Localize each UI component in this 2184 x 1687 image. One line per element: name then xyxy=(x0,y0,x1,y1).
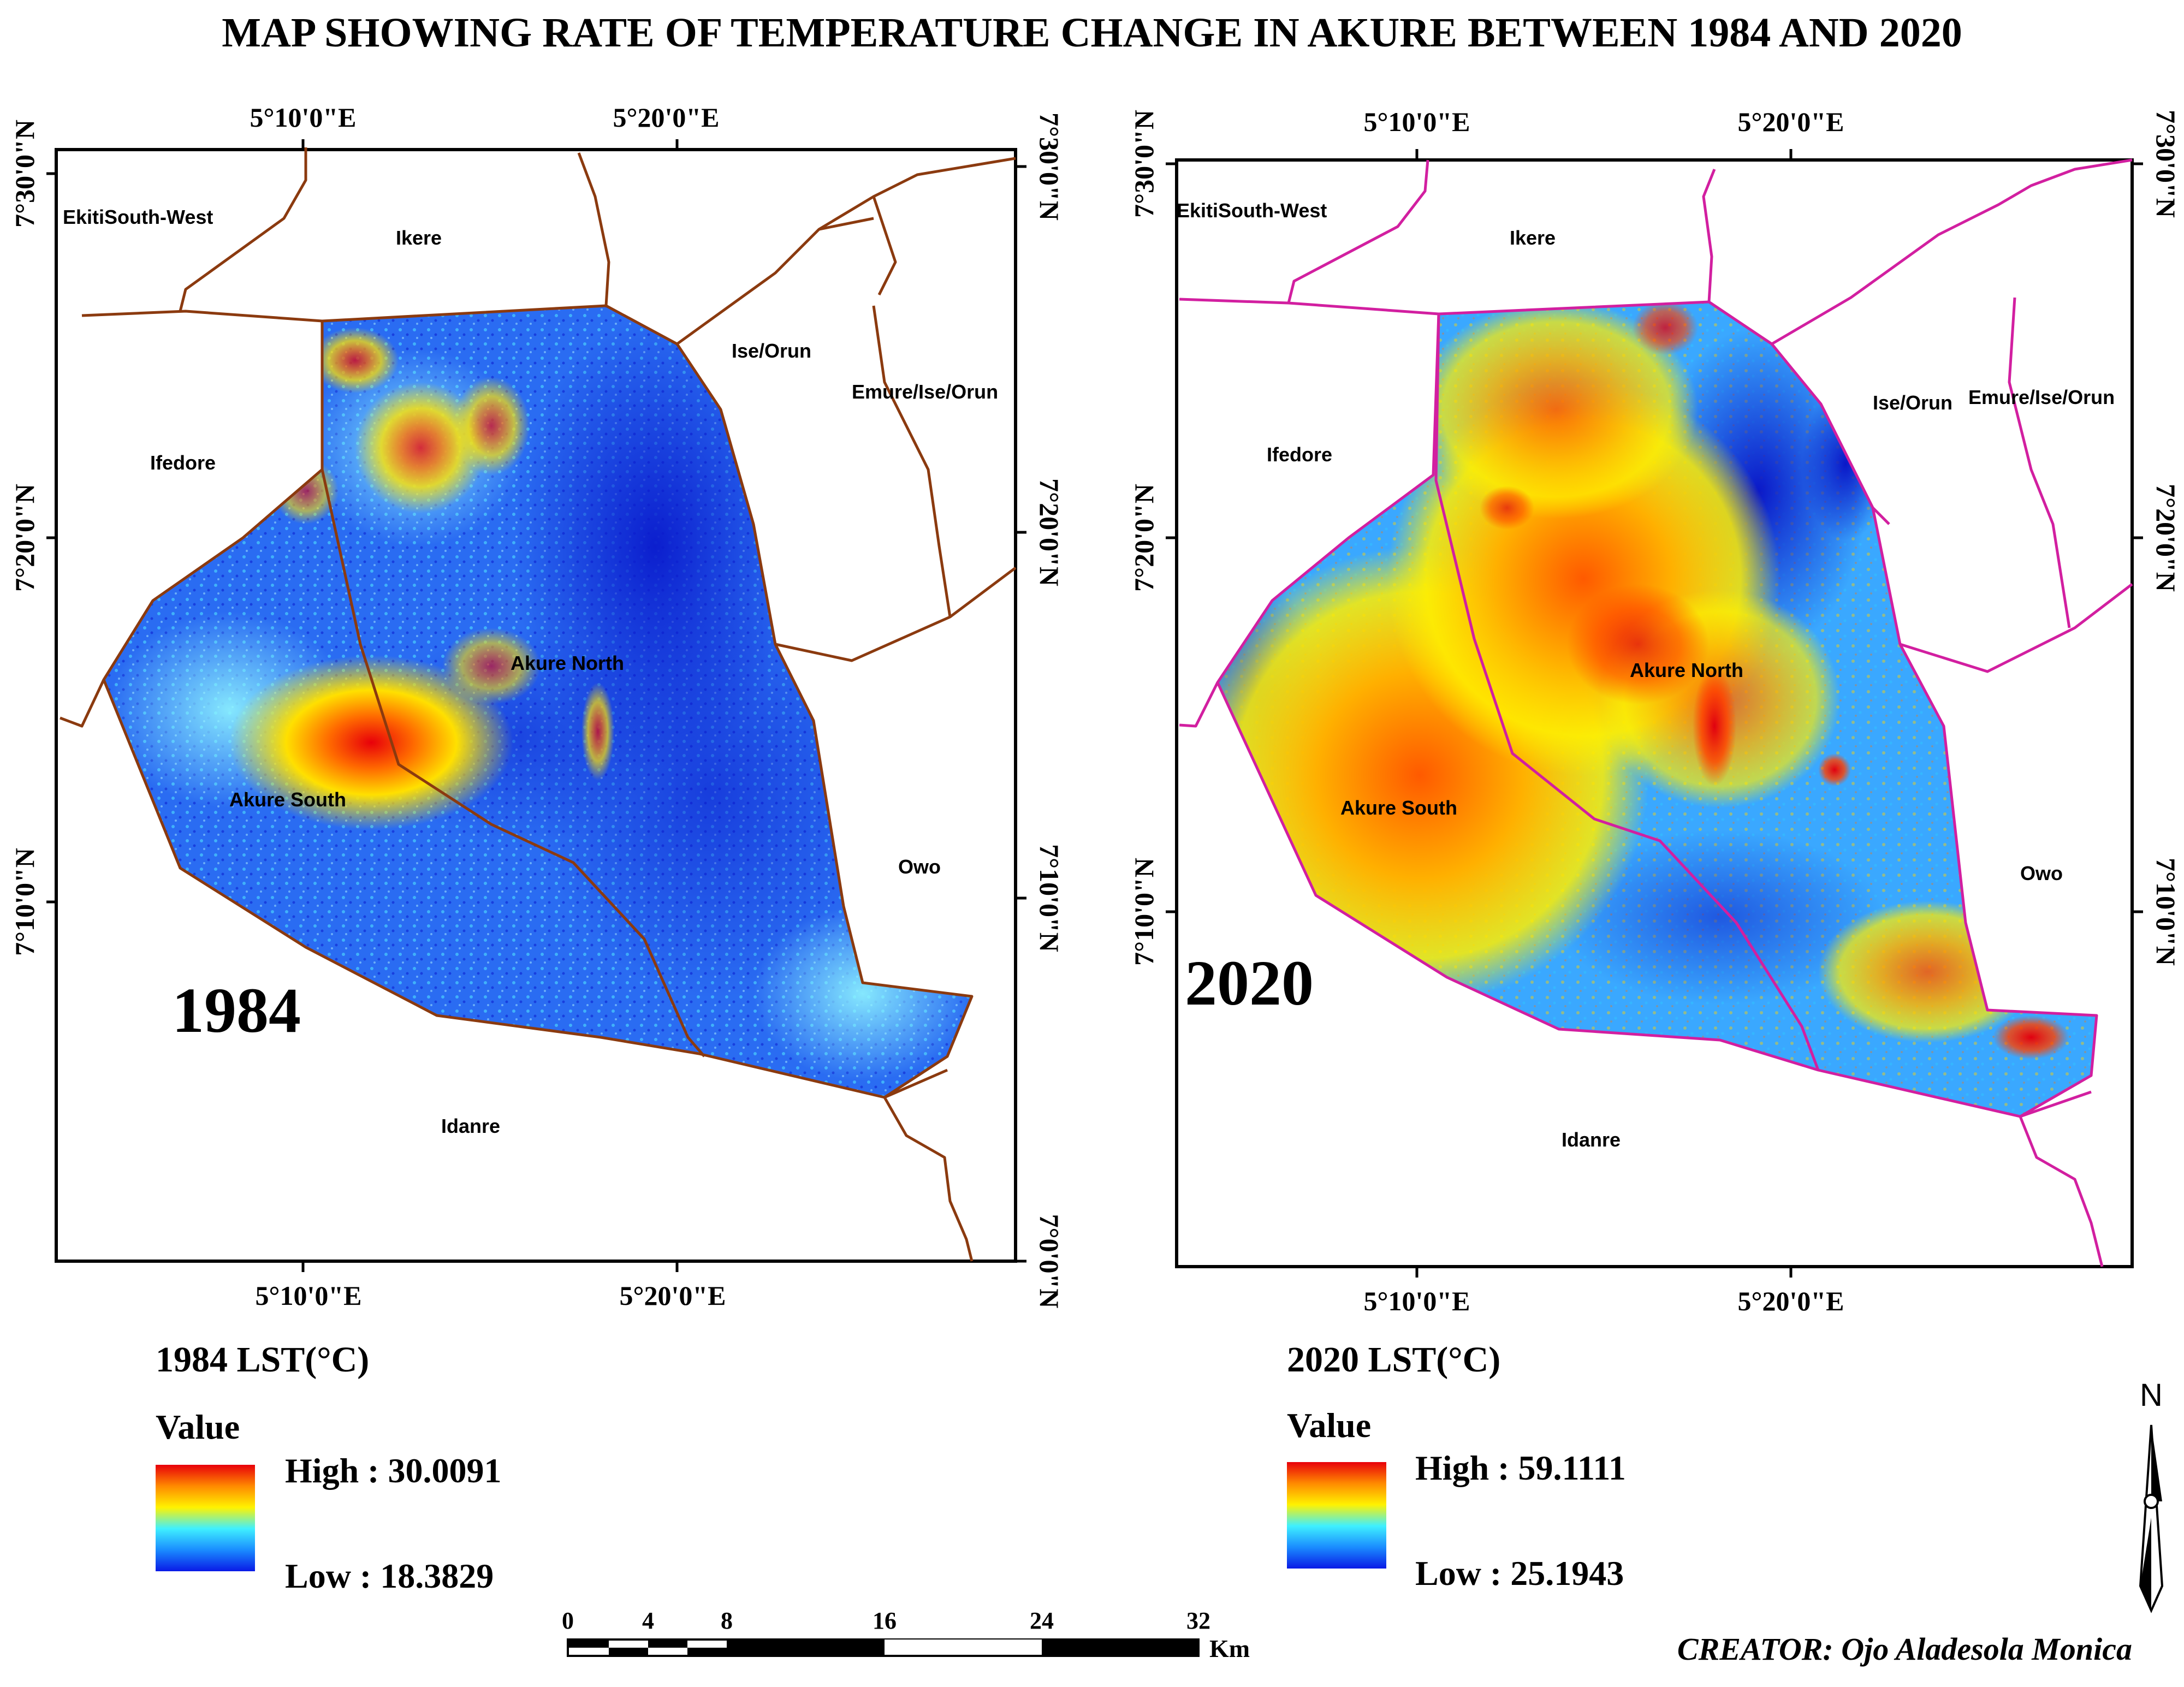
lon-tick-bottom-2-2020: 5°20'0"E xyxy=(1738,1286,1844,1316)
lat-tick-left-1-2020: 7°30'0"N xyxy=(1129,110,1159,218)
graticule-ticks-2020 xyxy=(1166,149,2143,1278)
region-label-ikere: Ikere xyxy=(1510,227,1556,249)
region-label-owo: Owo xyxy=(898,856,941,878)
legend-value-label-2020: Value xyxy=(1287,1406,1371,1445)
legend-heading-2020: 2020 LST(°C) xyxy=(1287,1340,1500,1380)
scale-tick-32: 32 xyxy=(1186,1607,1210,1634)
region-label-idanre: Idanre xyxy=(441,1115,500,1137)
region-label-akure-north: Akure North xyxy=(1630,659,1743,681)
region-label-ise-orun: Ise/Orun xyxy=(732,340,811,362)
creator-credit: CREATOR: Ojo Aladesola Monica xyxy=(1677,1631,2132,1667)
north-arrow: N xyxy=(2139,1377,2164,1613)
region-label-owo: Owo xyxy=(2020,862,2063,884)
region-label-ifedore: Ifedore xyxy=(150,452,216,474)
scale-tick-0: 0 xyxy=(562,1607,574,1634)
lat-tick-right-3-1984: 7°10'0"N xyxy=(1034,844,1065,952)
legend-2020: 2020 LST(°C) Value High : 59.1111 Low : … xyxy=(1287,1340,1626,1593)
lga-boundaries-2020 xyxy=(1179,158,2133,1267)
region-label-akure-north: Akure North xyxy=(511,652,624,674)
lon-tick-top-2-2020: 5°20'0"E xyxy=(1738,106,1844,137)
north-arrow-label: N xyxy=(2140,1377,2163,1413)
scale-tick-8: 8 xyxy=(721,1607,733,1634)
scale-unit: Km xyxy=(1209,1635,1250,1662)
lat-tick-right-4-1984: 7°0'0"N xyxy=(1034,1214,1065,1309)
lat-tick-left-2-2020: 7°20'0"N xyxy=(1129,484,1159,592)
scale-tick-16: 16 xyxy=(873,1607,897,1634)
region-label-emure: Emure/Ise/Orun xyxy=(852,381,998,403)
lat-tick-left-3-2020: 7°10'0"N xyxy=(1129,858,1159,966)
map-panel-1984: EkitiSouth-West Ikere Ise/Orun Emure/Ise… xyxy=(9,102,1065,1311)
region-label-ise-orun: Ise/Orun xyxy=(1873,391,1952,414)
region-label-idanre: Idanre xyxy=(1562,1128,1621,1151)
region-label-akure-south: Akure South xyxy=(1340,797,1457,819)
map-panel-2020: EkitiSouth-West Ikere Ise/Orun Emure/Ise… xyxy=(1129,106,2181,1316)
lat-tick-left-1-1984: 7°30'0"N xyxy=(9,120,40,228)
region-label-emure: Emure/Ise/Orun xyxy=(1968,386,2115,408)
legend-heading-1984: 1984 LST(°C) xyxy=(156,1340,369,1380)
region-label-ifedore: Ifedore xyxy=(1267,443,1332,466)
legend-value-label-1984: Value xyxy=(156,1407,240,1446)
year-label-2020: 2020 xyxy=(1185,947,1314,1019)
lat-tick-left-2-1984: 7°20'0"N xyxy=(9,484,40,592)
lat-tick-right-2-2020: 7°20'0"N xyxy=(2151,484,2181,592)
lat-tick-right-1-2020: 7°30'0"N xyxy=(2151,110,2181,218)
map-title: MAP SHOWING RATE OF TEMPERATURE CHANGE I… xyxy=(222,10,1962,56)
region-label-ikere: Ikere xyxy=(396,227,442,249)
scale-tick-24: 24 xyxy=(1030,1607,1054,1634)
legend-low-2020: Low : 25.1943 xyxy=(1415,1554,1624,1593)
legend-high-2020: High : 59.1111 xyxy=(1415,1448,1626,1487)
lon-tick-top-1-2020: 5°10'0"E xyxy=(1364,106,1470,137)
legend-color-ramp-2020 xyxy=(1287,1462,1386,1569)
year-label-1984: 1984 xyxy=(172,975,301,1046)
lon-tick-top-1-1984: 5°10'0"E xyxy=(250,102,357,133)
lon-tick-bottom-1-2020: 5°10'0"E xyxy=(1364,1286,1470,1316)
lga-boundaries-1984 xyxy=(60,147,1017,1262)
legend-low-1984: Low : 18.3829 xyxy=(285,1557,494,1595)
lat-tick-right-3-2020: 7°10'0"N xyxy=(2151,858,2181,966)
legend-high-1984: High : 30.0091 xyxy=(285,1451,501,1490)
scale-tick-4: 4 xyxy=(642,1607,654,1634)
graticule-ticks-1984 xyxy=(46,139,1026,1272)
region-label-ekiti-sw: EkitiSouth-West xyxy=(1177,199,1327,222)
lon-tick-bottom-1-1984: 5°10'0"E xyxy=(256,1280,362,1311)
lon-tick-top-2-1984: 5°20'0"E xyxy=(613,102,720,133)
legend-1984: 1984 LST(°C) Value High : 30.0091 Low : … xyxy=(156,1340,501,1595)
lat-tick-left-3-1984: 7°10'0"N xyxy=(9,848,40,956)
region-label-akure-south: Akure South xyxy=(229,788,346,811)
scale-bar: 0 4 8 16 24 32 Km xyxy=(562,1607,1250,1662)
region-label-ekiti-sw: EkitiSouth-West xyxy=(63,206,213,228)
lat-tick-right-2-1984: 7°20'0"N xyxy=(1034,478,1065,586)
lat-tick-right-1-1984: 7°30'0"N xyxy=(1034,112,1065,221)
lon-tick-bottom-2-1984: 5°20'0"E xyxy=(620,1280,726,1311)
legend-color-ramp-1984 xyxy=(156,1465,255,1571)
